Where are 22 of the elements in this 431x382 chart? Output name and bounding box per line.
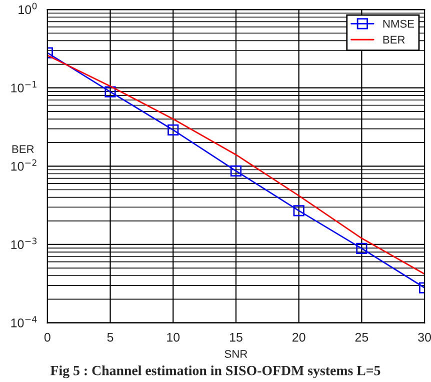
y-tick-label: 10$^{−3}$ bbox=[11, 238, 37, 250]
x-tick-label: 15 bbox=[230, 332, 242, 342]
y-axis-title: BER bbox=[12, 145, 34, 153]
x-tick-label: 25 bbox=[355, 332, 368, 342]
point bbox=[168, 124, 179, 136]
legend-label: BER bbox=[383, 36, 405, 44]
y-tick-label: 10$^{−1}$ bbox=[11, 81, 36, 92]
caption: Fig 5 : Channel estimation in SISO-OFDM systems L=5 bbox=[50, 365, 380, 378]
legend-label: NMSE bbox=[383, 20, 414, 28]
x-tick-label: 10 bbox=[167, 332, 180, 342]
point bbox=[356, 242, 368, 254]
x-tick-label: 5 bbox=[107, 332, 114, 342]
y-tick-label: 10$^{−2}$ bbox=[11, 159, 36, 171]
x-tick-label: 30 bbox=[418, 332, 431, 342]
y-tick-label: 10$^{0}$ bbox=[18, 2, 37, 14]
point bbox=[230, 165, 242, 176]
x-axis-title: SNR bbox=[224, 350, 248, 358]
y-tick-label: 10$^{−4}$ bbox=[11, 316, 37, 328]
x-tick-label: 20 bbox=[292, 332, 306, 342]
point bbox=[293, 205, 304, 216]
x-tick-label: 0 bbox=[44, 332, 50, 342]
point bbox=[104, 86, 116, 98]
